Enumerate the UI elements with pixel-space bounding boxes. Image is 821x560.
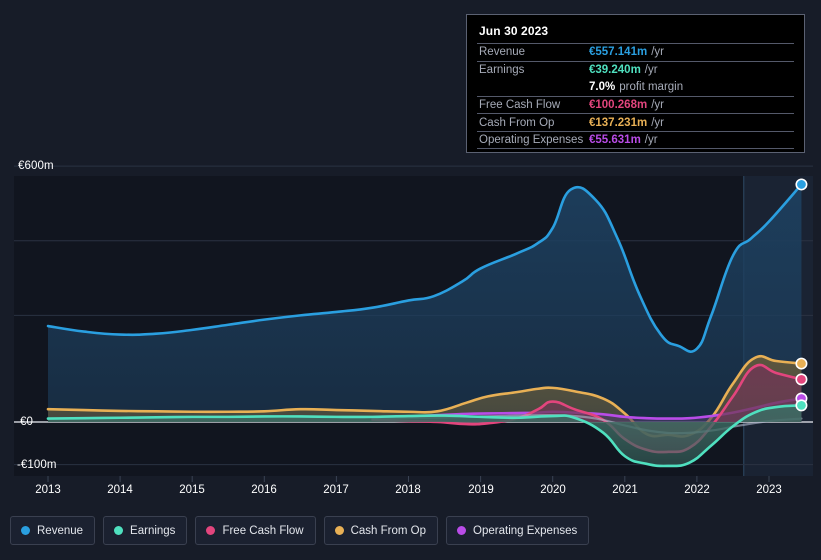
tooltip-row-unit: /yr (651, 99, 664, 112)
tooltip-rows: Revenue €557.141m/yr Earnings €39.240m/yr 7.… (477, 43, 794, 149)
endpoint-marker-cash-from-op (795, 357, 808, 370)
x-axis-label-2016: 2016 (251, 484, 277, 496)
x-axis-label-2020: 2020 (540, 484, 566, 496)
tooltip-row-value: €100.268m (589, 99, 648, 112)
endpoint-marker-revenue (795, 178, 808, 191)
series-line-earnings (46, 404, 803, 468)
tooltip-row-label: Cash From Op (479, 116, 555, 129)
legend-item-operating-expenses[interactable]: Operating Expenses (446, 516, 590, 545)
x-axis-label-2013: 2013 (35, 484, 61, 496)
y-axis-label-600m: €600m (18, 160, 54, 172)
x-axis-label-2015: 2015 (179, 484, 205, 496)
endpoint-marker-earnings (795, 399, 808, 412)
tooltip-row-value: €39.240m (589, 63, 641, 76)
tooltip-row: Free Cash Flow €100.268m/yr (477, 95, 794, 114)
tooltip-row-label: Free Cash Flow (479, 99, 561, 112)
y-axis-label-neg100m: -€100m (17, 459, 57, 471)
tooltip-row: Cash From Op €137.231m/yr (477, 113, 794, 131)
x-axis-label-2023: 2023 (756, 484, 782, 496)
tooltip-row-value: 7.0% (589, 80, 616, 93)
series-line-revenue (46, 183, 803, 353)
tooltip-row: Earnings €39.240m/yr (477, 60, 794, 79)
tooltip-row: Revenue €557.141m/yr (477, 43, 794, 61)
legend-color-dot-icon (334, 526, 344, 535)
legend-color-dot-icon (457, 526, 467, 535)
x-axis-label-2018: 2018 (395, 484, 421, 496)
legend-item-label: Operating Expenses (473, 524, 578, 537)
endpoint-marker-free-cash-flow (795, 373, 808, 386)
tooltip-row: 7.0% profit margin (477, 78, 794, 96)
tooltip-row-unit: /yr (644, 63, 658, 76)
series-area-earnings (48, 405, 802, 467)
y-axis-label-0: €0 (20, 416, 33, 428)
chart-tooltip: Jun 30 2023 Revenue €557.141m/yr Earnings €… (466, 14, 805, 153)
tooltip-row-label: Revenue (479, 46, 526, 59)
legend-color-dot-icon (206, 526, 216, 535)
legend-item-free-cash-flow[interactable]: Free Cash Flow (195, 516, 316, 545)
financial-area-chart (14, 165, 813, 482)
legend-color-dot-icon (114, 526, 124, 535)
tooltip-row-value: €137.231m (589, 116, 648, 129)
x-axis-label-2017: 2017 (323, 484, 349, 496)
legend-color-dot-icon (21, 526, 30, 535)
legend-item-earnings[interactable]: Earnings (103, 516, 188, 545)
legend-item-label: Cash From Op (350, 524, 427, 537)
chart-legend: Revenue Earnings Free Cash Flow Cash From O… (10, 516, 590, 545)
series-area-revenue (48, 184, 802, 422)
tooltip-row-unit: /yr (651, 116, 664, 129)
x-axis-label-2019: 2019 (468, 484, 494, 496)
tooltip-row-label: Earnings (479, 63, 525, 76)
tooltip-row-value: €55.631m (589, 133, 641, 146)
legend-item-cash-from-op[interactable]: Cash From Op (323, 516, 439, 545)
legend-item-revenue[interactable]: Revenue (10, 516, 96, 545)
tooltip-row-unit: /yr (651, 46, 664, 59)
tooltip-row-unit: profit margin (619, 80, 684, 93)
x-axis-label-2022: 2022 (684, 484, 710, 496)
legend-item-label: Earnings (130, 524, 176, 537)
series-line-free-cash-flow (371, 363, 803, 454)
x-axis-label-2014: 2014 (107, 484, 133, 496)
tooltip-row: Operating Expenses €55.631m/yr (477, 130, 794, 149)
legend-item-label: Free Cash Flow (222, 524, 304, 537)
legend-item-label: Revenue (37, 524, 84, 537)
tooltip-date: Jun 30 2023 (479, 24, 549, 38)
tooltip-row-unit: /yr (644, 133, 658, 146)
x-axis-label-2021: 2021 (612, 484, 638, 496)
tooltip-row-label: Operating Expenses (479, 133, 584, 146)
tooltip-row-value: €557.141m (589, 46, 648, 59)
